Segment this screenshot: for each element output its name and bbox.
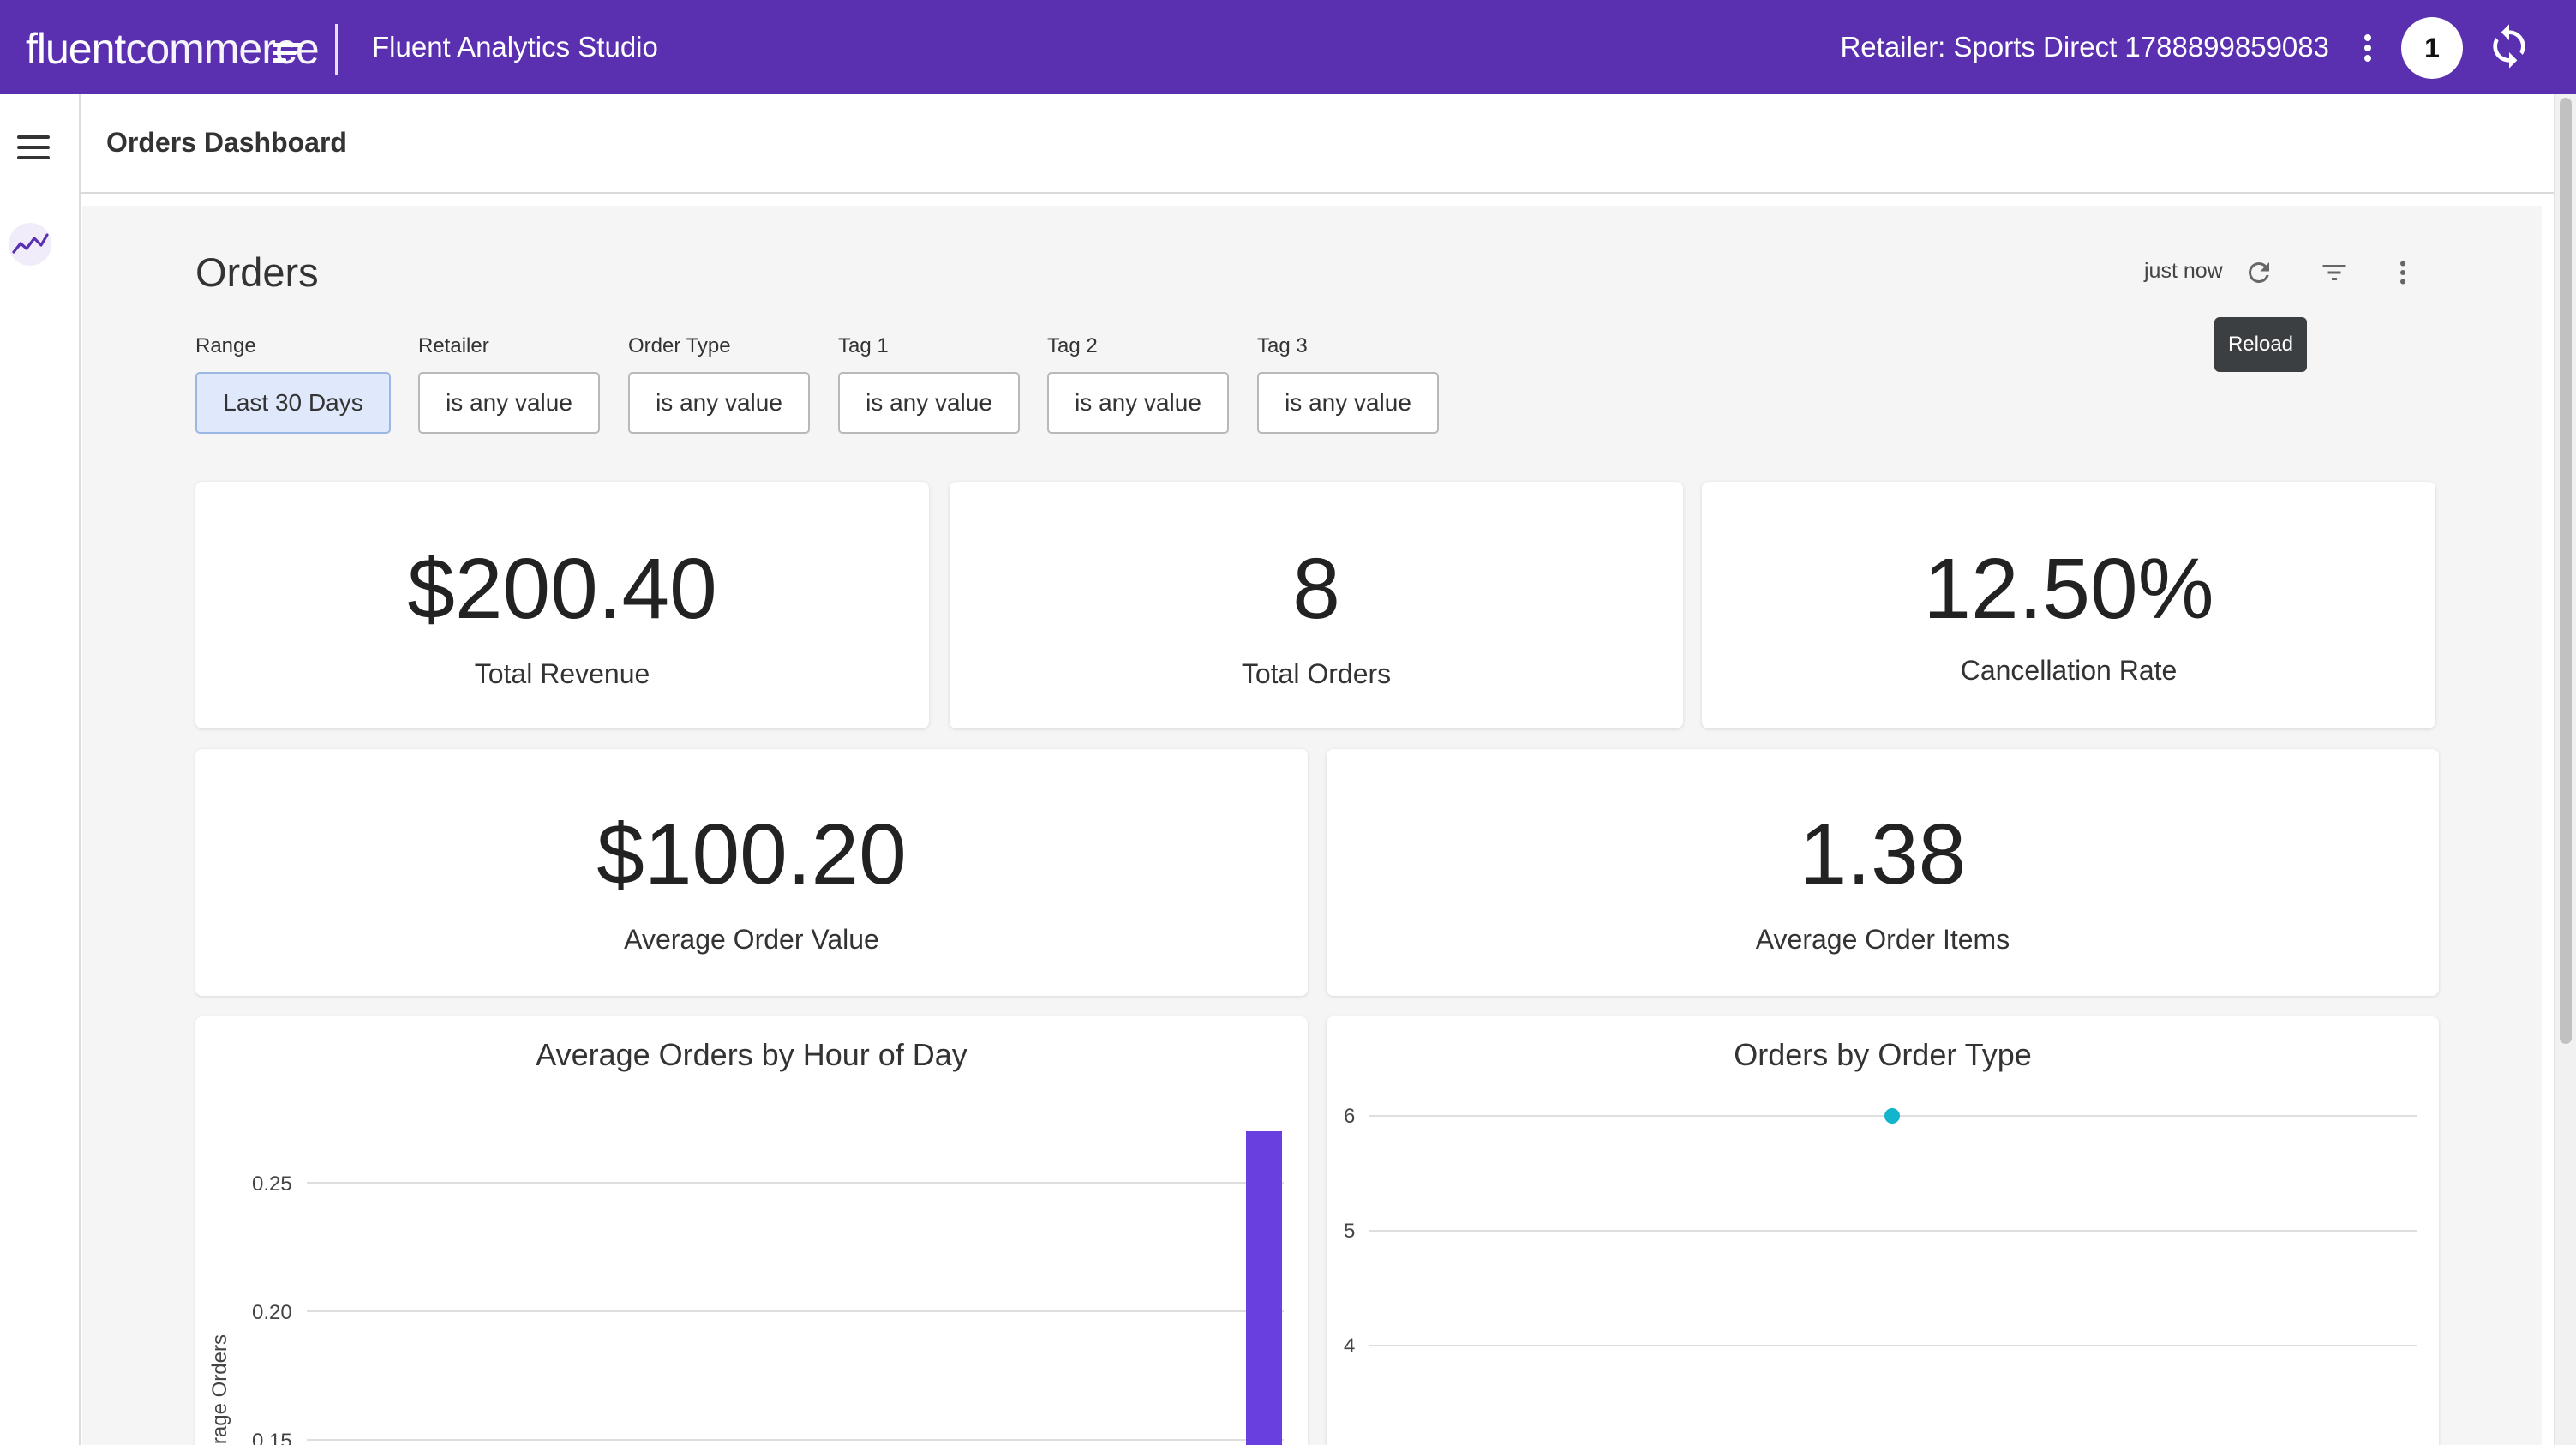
- kpi-label: Average Order Items: [1755, 924, 2010, 955]
- kpi-card-average-order-value: $100.20 Average Order Value: [195, 749, 1308, 996]
- filter-label: Tag 3: [1257, 334, 1308, 357]
- y-tick-label: 4: [1344, 1334, 1355, 1358]
- y-axis-label: Average Orders: [208, 1334, 231, 1445]
- y-tick-label: 0.25: [252, 1172, 292, 1196]
- filter-tag-2: Tag 2 is any value: [1047, 334, 1229, 434]
- kpi-value: 12.50%: [1923, 541, 2214, 637]
- page-header: Orders Dashboard: [81, 94, 2554, 194]
- filter-label: Tag 2: [1047, 334, 1098, 357]
- chart-title: Average Orders by Hour of Day: [536, 1037, 967, 1072]
- dashboard-title: Orders: [195, 249, 319, 295]
- top-app-bar: fluentcommerce Fluent Analytics Studio R…: [0, 0, 2576, 94]
- more-vert-icon[interactable]: [2351, 24, 2382, 70]
- kpi-value: $200.40: [407, 541, 717, 637]
- kpi-card-cancellation-rate: 12.50% Cancellation Rate: [1702, 482, 2435, 728]
- scrollbar-thumb[interactable]: [2560, 98, 2572, 1044]
- chart-card-orders-by-type: Orders by Order Type 6 5 4: [1327, 1016, 2439, 1445]
- last-updated-text: just now: [2144, 259, 2223, 283]
- reload-tooltip: Reload: [2214, 317, 2307, 372]
- app-title: Fluent Analytics Studio: [372, 31, 658, 63]
- kpi-label: Cancellation Rate: [1960, 655, 2178, 686]
- y-tick-label: 6: [1344, 1105, 1355, 1128]
- filter-list-icon[interactable]: [2319, 257, 2350, 288]
- page-title: Orders Dashboard: [106, 127, 347, 158]
- filter-label: Order Type: [628, 334, 731, 357]
- filter-retailer-button[interactable]: is any value: [418, 372, 600, 434]
- bar: [1246, 1131, 1282, 1445]
- y-tick-label: 5: [1344, 1220, 1355, 1243]
- kpi-card-total-revenue: $200.40 Total Revenue: [195, 482, 929, 728]
- filter-range-button[interactable]: Last 30 Days: [195, 372, 391, 434]
- filter-retailer: Retailer is any value: [418, 334, 600, 434]
- filter-tag-3-button[interactable]: is any value: [1257, 372, 1439, 434]
- nav-item-analytics[interactable]: [9, 223, 51, 266]
- retailer-selector[interactable]: Retailer: Sports Direct 1788899859083: [1840, 31, 2329, 63]
- data-point: [1884, 1108, 1900, 1124]
- filter-tag-2-button[interactable]: is any value: [1047, 372, 1229, 434]
- chart-card-orders-by-hour: Average Orders by Hour of Day 0.25 0.20 0.…: [195, 1016, 1308, 1445]
- logo-text-bold: fluent: [26, 25, 126, 73]
- dashboard-more-vert-icon[interactable]: [2387, 255, 2418, 290]
- filter-label: Range: [195, 334, 256, 357]
- sync-icon[interactable]: [2485, 22, 2533, 70]
- kpi-value: 1.38: [1799, 806, 1967, 902]
- kpi-card-average-order-items: 1.38 Average Order Items: [1327, 749, 2439, 996]
- filter-order-type-button[interactable]: is any value: [628, 372, 810, 434]
- hamburger-menu-icon[interactable]: [17, 135, 50, 159]
- side-nav: [0, 94, 81, 1445]
- y-tick-label: 0.15: [252, 1430, 292, 1445]
- page-scrollbar[interactable]: [2554, 94, 2576, 1445]
- chart-title: Orders by Order Type: [1734, 1037, 2032, 1072]
- kpi-label: Average Order Value: [624, 924, 879, 955]
- filter-tag-1-button[interactable]: is any value: [838, 372, 1020, 434]
- trending-up-icon: [12, 233, 49, 254]
- kpi-label: Total Revenue: [474, 658, 650, 689]
- refresh-icon[interactable]: [2244, 257, 2274, 288]
- y-tick-label: 0.20: [252, 1301, 292, 1324]
- logo-bars-icon: [273, 43, 303, 63]
- logo-text-light: commerce: [125, 25, 319, 73]
- scatter-chart: 6 5 4: [1344, 1105, 2417, 1358]
- filter-label: Retailer: [418, 334, 489, 357]
- user-avatar[interactable]: 1: [2401, 17, 2463, 79]
- kpi-card-total-orders: 8 Total Orders: [950, 482, 1683, 728]
- filter-label: Tag 1: [838, 334, 889, 357]
- title-divider: [335, 24, 338, 75]
- kpi-value: $100.20: [596, 806, 907, 902]
- fluent-commerce-logo[interactable]: fluentcommerce: [26, 24, 320, 74]
- filter-range: Range Last 30 Days: [195, 334, 391, 434]
- kpi-value: 8: [1292, 541, 1340, 637]
- filter-tag-1: Tag 1 is any value: [838, 334, 1020, 434]
- filter-order-type: Order Type is any value: [628, 334, 810, 434]
- kpi-label: Total Orders: [1241, 658, 1392, 689]
- bar-chart: 0.25 0.20 0.15 Average Orders: [208, 1131, 1284, 1445]
- dashboard-area: Orders just now Reload Range Last 30 Day…: [82, 206, 2542, 1445]
- filter-tag-3: Tag 3 is any value: [1257, 334, 1439, 434]
